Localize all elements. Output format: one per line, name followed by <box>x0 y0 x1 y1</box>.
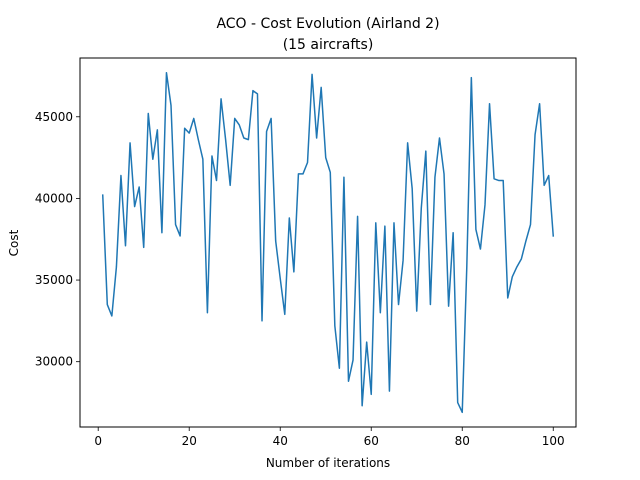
y-tick-label: 30000 <box>35 355 73 369</box>
x-tick-label: 60 <box>364 434 379 448</box>
y-tick-label: 40000 <box>35 191 73 205</box>
x-axis-label: Number of iterations <box>266 456 390 470</box>
series-line-0 <box>101 71 555 414</box>
plot-area <box>101 71 555 414</box>
plot-frame <box>79 57 577 428</box>
x-tick-label: 40 <box>273 434 288 448</box>
chart-subtitle: (15 aircrafts) <box>283 37 374 53</box>
y-axis-label: Cost <box>7 229 21 256</box>
chart-title: ACO - Cost Evolution (Airland 2) <box>216 16 439 32</box>
x-tick-label: 80 <box>455 434 470 448</box>
y-tick-label: 45000 <box>35 110 73 124</box>
y-tick-label: 35000 <box>35 273 73 287</box>
x-tick-label: 0 <box>94 434 102 448</box>
x-tick-label: 100 <box>542 434 565 448</box>
x-tick-label: 20 <box>182 434 197 448</box>
